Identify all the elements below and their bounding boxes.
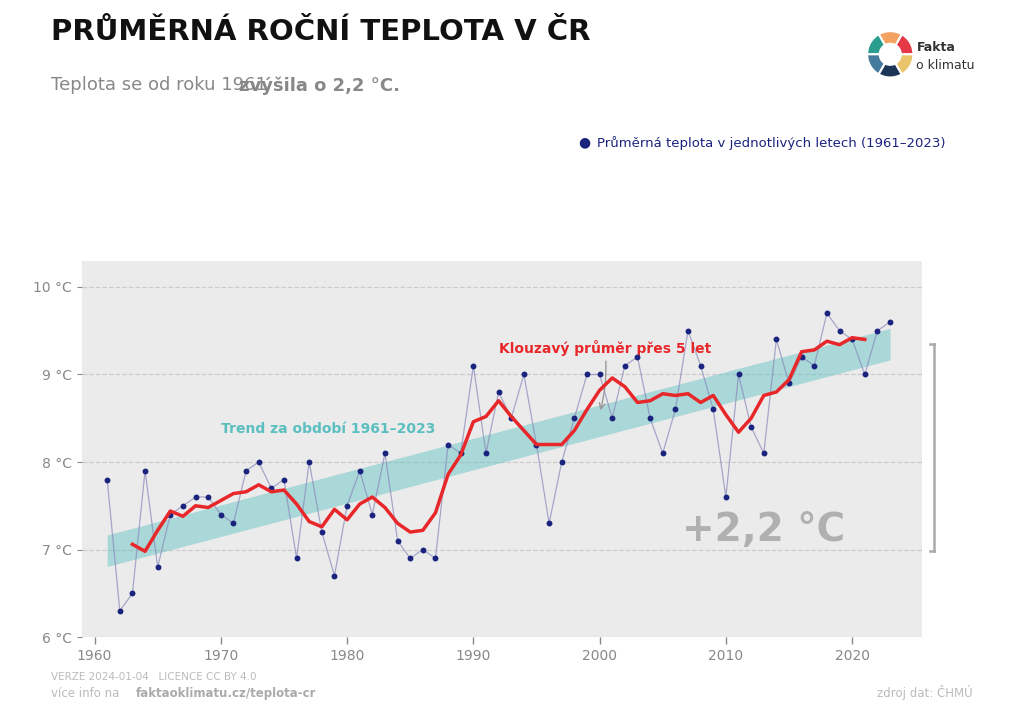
Wedge shape: [890, 54, 913, 75]
Point: [238, 465, 254, 476]
Point: [365, 509, 381, 521]
Point: [200, 492, 216, 503]
Point: [857, 369, 873, 380]
Point: [806, 360, 822, 371]
Point: [389, 535, 406, 547]
Point: [137, 465, 154, 476]
Point: [692, 360, 709, 371]
Point: [313, 526, 330, 538]
Text: více info na: více info na: [51, 687, 123, 700]
Point: [150, 561, 166, 573]
Point: [730, 369, 746, 380]
Text: ●: ●: [579, 135, 591, 150]
Point: [99, 473, 116, 485]
Point: [465, 360, 481, 371]
Text: Fakta: Fakta: [916, 41, 955, 54]
Point: [604, 413, 621, 424]
Point: [566, 413, 583, 424]
Point: [112, 605, 128, 617]
Point: [794, 351, 810, 363]
Point: [301, 456, 317, 468]
Point: [579, 369, 595, 380]
Point: [327, 570, 343, 581]
Point: [251, 456, 267, 468]
Point: [844, 334, 860, 345]
Text: zvýšila o 2,2 °C.: zvýšila o 2,2 °C.: [239, 76, 399, 95]
Point: [642, 413, 658, 424]
Wedge shape: [879, 54, 902, 77]
Point: [263, 482, 280, 494]
Text: zdroj dat: ČHMÚ: zdroj dat: ČHMÚ: [878, 685, 973, 700]
Point: [377, 447, 393, 459]
Point: [831, 325, 848, 337]
Point: [706, 404, 722, 416]
Point: [402, 552, 419, 564]
Point: [503, 413, 519, 424]
Point: [427, 552, 443, 564]
Text: Teplota se od roku 1961: Teplota se od roku 1961: [51, 76, 272, 94]
Point: [819, 308, 836, 319]
Point: [630, 351, 646, 363]
Point: [124, 588, 140, 599]
Point: [668, 404, 684, 416]
Point: [339, 500, 355, 512]
Point: [289, 552, 305, 564]
Text: VERZE 2024-01-04   LICENCE CC BY 4.0: VERZE 2024-01-04 LICENCE CC BY 4.0: [51, 672, 257, 682]
Point: [275, 473, 292, 485]
Point: [768, 334, 784, 345]
Wedge shape: [867, 34, 890, 54]
Circle shape: [879, 43, 902, 66]
Point: [528, 439, 545, 450]
Point: [187, 492, 204, 503]
Point: [616, 360, 633, 371]
Point: [680, 325, 696, 337]
Point: [516, 369, 532, 380]
Point: [743, 421, 760, 433]
Text: faktaoklimatu.cz/teplota-cr: faktaoklimatu.cz/teplota-cr: [136, 687, 316, 700]
Text: Klouzavý průměr přes 5 let: Klouzavý průměr přes 5 let: [499, 340, 711, 409]
Point: [718, 492, 734, 503]
Text: o klimatu: o klimatu: [916, 59, 975, 72]
Point: [756, 447, 772, 459]
Point: [781, 377, 798, 389]
Point: [654, 447, 671, 459]
Point: [882, 316, 898, 328]
Point: [162, 509, 178, 521]
Point: [351, 465, 368, 476]
Point: [490, 386, 507, 397]
Point: [440, 439, 457, 450]
Point: [175, 500, 191, 512]
Point: [213, 509, 229, 521]
Text: +2,2 °C: +2,2 °C: [682, 511, 846, 550]
Point: [478, 447, 495, 459]
Point: [554, 456, 570, 468]
Wedge shape: [867, 54, 890, 75]
Point: [869, 325, 886, 337]
Wedge shape: [879, 31, 902, 54]
Text: Trend za období 1961–2023: Trend za období 1961–2023: [221, 422, 435, 436]
Text: Průměrná teplota v jednotlivých letech (1961–2023): Průměrná teplota v jednotlivých letech (…: [597, 135, 945, 150]
Text: PRŮMĚRNÁ ROČNÍ TEPLOTA V ČR: PRŮMĚRNÁ ROČNÍ TEPLOTA V ČR: [51, 18, 591, 46]
Point: [592, 369, 608, 380]
Point: [415, 544, 431, 555]
Point: [541, 518, 557, 529]
Point: [225, 518, 242, 529]
Wedge shape: [890, 34, 913, 54]
Point: [453, 447, 469, 459]
